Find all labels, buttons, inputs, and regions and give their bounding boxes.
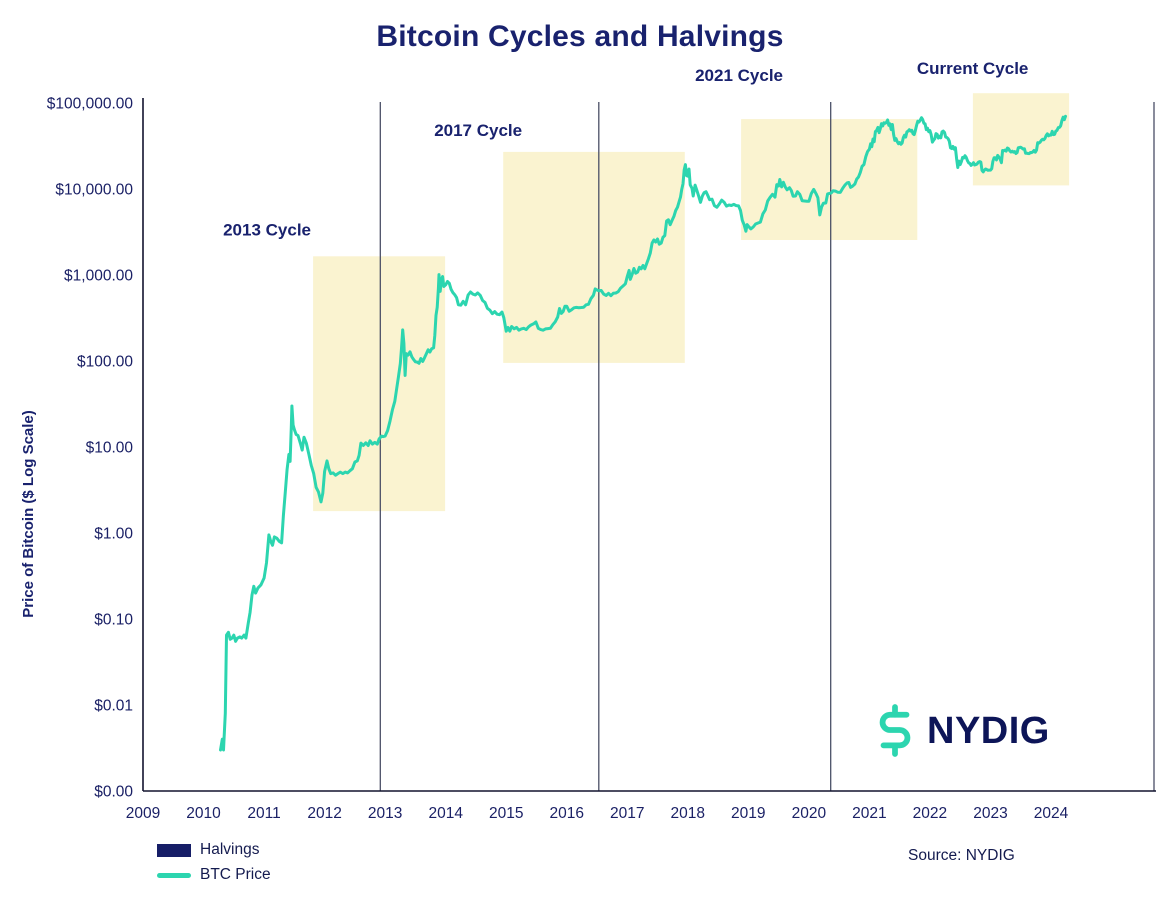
x-axis-tick-label: 2019 xyxy=(731,805,765,822)
halvings-swatch-icon xyxy=(157,843,191,857)
x-axis-tick-label: 2011 xyxy=(247,805,280,822)
btc-price-line xyxy=(219,114,1067,752)
x-axis-tick-label: 2017 xyxy=(610,805,644,822)
legend-item-btc-price: BTC Price xyxy=(157,866,271,884)
y-axis-title: Price of Bitcoin ($ Log Scale) xyxy=(20,410,37,618)
y-axis-tick-label: $100.00 xyxy=(77,354,133,371)
y-axis-tick-label: $10.00 xyxy=(86,440,134,457)
x-axis-tick-label: 2014 xyxy=(428,805,463,822)
legend-label-btc-price: BTC Price xyxy=(200,866,271,883)
cycle-highlight-region xyxy=(503,151,685,363)
cycle-label: 2017 Cycle xyxy=(434,121,522,140)
y-axis-tick-label: $0.00 xyxy=(94,784,133,801)
legend-label-halvings: Halvings xyxy=(200,841,260,858)
chart-title: Bitcoin Cycles and Halvings xyxy=(376,20,784,53)
x-axis-tick-label: 2020 xyxy=(792,805,827,822)
nydig-logo-text: NYDIG xyxy=(927,709,1050,752)
btc-price-swatch-icon xyxy=(157,872,191,878)
source-note: Source: NYDIG xyxy=(908,847,1015,864)
y-axis-tick-label: $0.10 xyxy=(94,612,133,629)
cycle-label: Current Cycle xyxy=(917,59,1028,78)
nydig-logo: NYDIG xyxy=(872,702,1050,760)
x-axis-tick-label: 2022 xyxy=(913,805,947,822)
x-axis-tick-label: 2012 xyxy=(307,805,341,822)
legend-item-halvings: Halvings xyxy=(157,841,271,859)
x-axis-tick-label: 2015 xyxy=(489,805,523,822)
y-axis-tick-label: $0.01 xyxy=(94,698,133,715)
x-axis-tick-label: 2021 xyxy=(852,805,886,822)
x-axis-tick-label: 2013 xyxy=(368,805,402,822)
cycle-highlight-region xyxy=(313,256,446,512)
x-axis-tick-label: 2023 xyxy=(973,805,1007,822)
y-axis-tick-label: $10,000.00 xyxy=(55,182,133,199)
chart-legend: Halvings BTC Price xyxy=(157,841,271,884)
x-axis-tick-label: 2010 xyxy=(186,805,221,822)
cycle-label: 2013 Cycle xyxy=(223,220,311,239)
x-axis-tick-label: 2018 xyxy=(671,805,705,822)
y-axis-tick-label: $100,000.00 xyxy=(47,96,134,113)
y-axis-tick-label: $1,000.00 xyxy=(64,268,133,285)
x-axis-tick-label: 2016 xyxy=(549,805,583,822)
x-axis-tick-label: 2009 xyxy=(126,805,160,822)
x-axis-tick-label: 2024 xyxy=(1034,805,1069,822)
nydig-squiggle-icon xyxy=(879,704,911,757)
cycle-label: 2021 Cycle xyxy=(695,66,783,85)
cycle-highlight-region xyxy=(741,119,918,240)
y-axis-tick-label: $1.00 xyxy=(94,526,133,543)
